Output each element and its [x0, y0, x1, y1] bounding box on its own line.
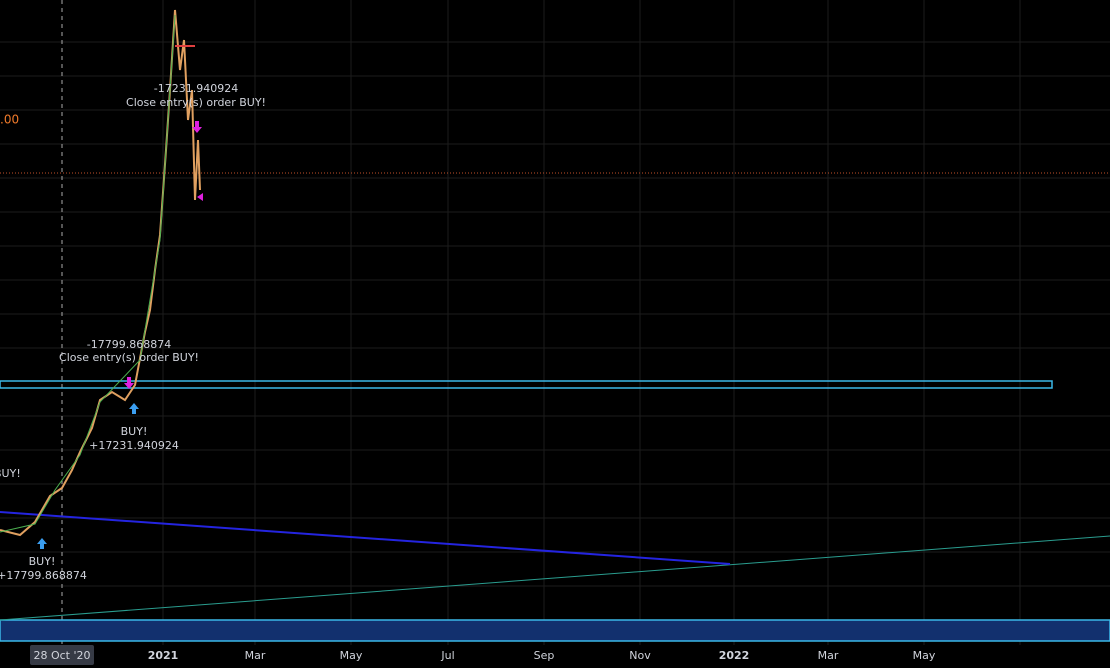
crosshair-label-box — [30, 645, 94, 665]
x-axis-label: 2022 — [719, 649, 750, 662]
price-series — [0, 9, 201, 537]
annotation: +17231.940924 — [89, 439, 179, 452]
buy-arrow — [129, 403, 139, 414]
annotation: Close entry(s) order BUY! — [126, 96, 266, 109]
x-axis-label: Mar — [818, 649, 839, 662]
price-series — [0, 14, 176, 533]
annotation: -17799.868874 — [87, 338, 171, 351]
annotation: +17799.868874 — [0, 569, 87, 582]
sell-arrow — [192, 121, 202, 133]
x-axis-label: Mar — [245, 649, 266, 662]
time-axis — [0, 645, 1110, 668]
annotation: BUY! — [29, 555, 56, 568]
x-axis-label: 2021 — [148, 649, 179, 662]
annotation: -17231.940924 — [154, 82, 238, 95]
marker — [197, 193, 203, 201]
annotation: Close entry(s) order BUY! — [59, 351, 199, 364]
zone-box — [0, 380, 1053, 389]
x-axis-label: Jul — [440, 649, 454, 662]
price-label: .00 — [0, 113, 19, 127]
annotation: BUY! — [0, 467, 21, 480]
x-axis-label: 28 Oct '20 — [33, 649, 90, 662]
trend-line — [0, 535, 1110, 621]
x-axis-label: May — [913, 649, 936, 662]
sell-arrow — [124, 377, 134, 389]
x-axis-label: May — [340, 649, 363, 662]
zone-box-bottom — [0, 619, 1110, 642]
buy-arrow — [37, 538, 47, 549]
x-axis-label: Nov — [629, 649, 651, 662]
trend-line — [0, 511, 731, 565]
annotation: BUY! — [121, 425, 148, 438]
x-axis-label: Sep — [534, 649, 555, 662]
